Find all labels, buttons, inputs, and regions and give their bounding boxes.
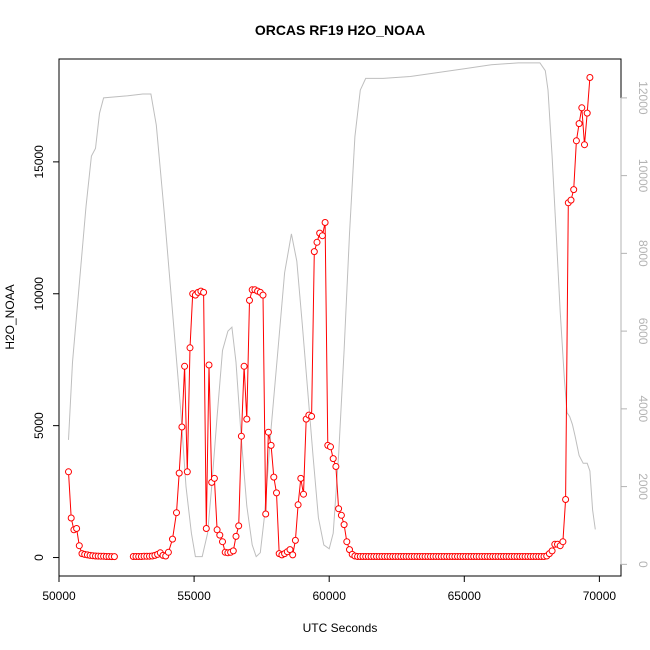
data-point [335,505,343,513]
data-point [232,532,240,540]
data-point [67,514,75,522]
right-tick-label: 4000 [636,395,650,422]
data-point [559,538,567,546]
data-point [169,535,176,543]
data-point [235,522,243,530]
right-tick-label: 2000 [636,473,650,500]
x-tick-label: 60000 [313,589,347,603]
data-point [65,468,72,476]
chart-title: ORCAS RF19 H2O_NOAA [255,22,425,38]
x-tick-label: 65000 [448,589,482,603]
data-point [337,511,345,519]
y-tick-label: 15000 [32,145,46,179]
data-point [286,546,294,554]
data-point [205,361,213,369]
data-point [219,538,226,546]
data-point [240,362,248,370]
data-point [181,362,189,370]
data-point [318,232,326,240]
x-tick-label: 50000 [42,589,76,603]
data-point [262,510,270,518]
primary-series [65,74,594,561]
data-point [583,109,591,117]
data-point [270,473,278,481]
data-point [586,74,594,81]
data-point [173,509,180,517]
right-tick-label: 0 [636,561,650,568]
data-point [343,538,351,546]
right-axis: 0 2000 4000 6000 8000 10000 12000 [620,81,650,568]
data-point [229,547,237,555]
data-point [581,141,588,149]
data-point [329,455,337,463]
right-tick-label: 10000 [636,159,650,193]
x-tick-label: 70000 [583,589,617,603]
data-point [178,423,186,431]
data-point [291,536,299,544]
data-point [321,219,329,226]
y-tick-label: 5000 [32,412,46,439]
data-point [213,526,221,534]
data-point [578,104,586,112]
data-point [216,531,224,539]
data-point [183,468,191,476]
y-tick-label: 0 [32,554,46,561]
x-tick-label: 55000 [177,589,211,603]
data-point [210,474,218,482]
data-point [243,415,251,423]
data-point [297,474,305,482]
data-point [567,196,575,204]
x-axis: 50000 55000 60000 65000 70000 [42,575,617,603]
primary-series-line [133,77,591,557]
data-point [300,490,307,498]
data-point [200,288,208,296]
data-point [110,553,118,561]
right-tick-label: 6000 [636,318,650,345]
data-point [164,548,172,556]
data-point [575,120,583,128]
data-point [186,344,194,352]
data-point [308,412,316,420]
right-tick-label: 12000 [636,81,650,115]
data-point [562,496,570,503]
y-axis-label: H2O_NOAA [3,284,17,349]
x-axis-label: UTC Seconds [303,621,378,635]
data-point [572,137,580,145]
data-point [313,238,321,246]
data-point [73,525,81,532]
data-point [548,547,556,555]
data-point [289,551,297,559]
data-point [294,501,302,509]
data-point [340,521,348,529]
data-point [259,291,267,299]
data-point [273,489,280,497]
y-tick-label: 10000 [32,277,46,311]
data-point [237,432,245,440]
data-point [267,441,275,449]
data-point [202,525,210,532]
data-point [310,248,318,256]
data-point [264,428,272,436]
data-point [327,443,334,451]
secondary-series-line [68,62,596,558]
data-point [570,186,578,194]
data-point [332,463,340,470]
plot-frame [58,58,622,577]
y-axis: 0 5000 10000 15000 [32,145,60,561]
data-point [75,542,83,550]
secondary-series [68,62,596,558]
right-tick-label: 8000 [636,240,650,267]
data-point [246,296,253,304]
data-point [175,469,183,477]
primary-series-line [68,471,115,558]
